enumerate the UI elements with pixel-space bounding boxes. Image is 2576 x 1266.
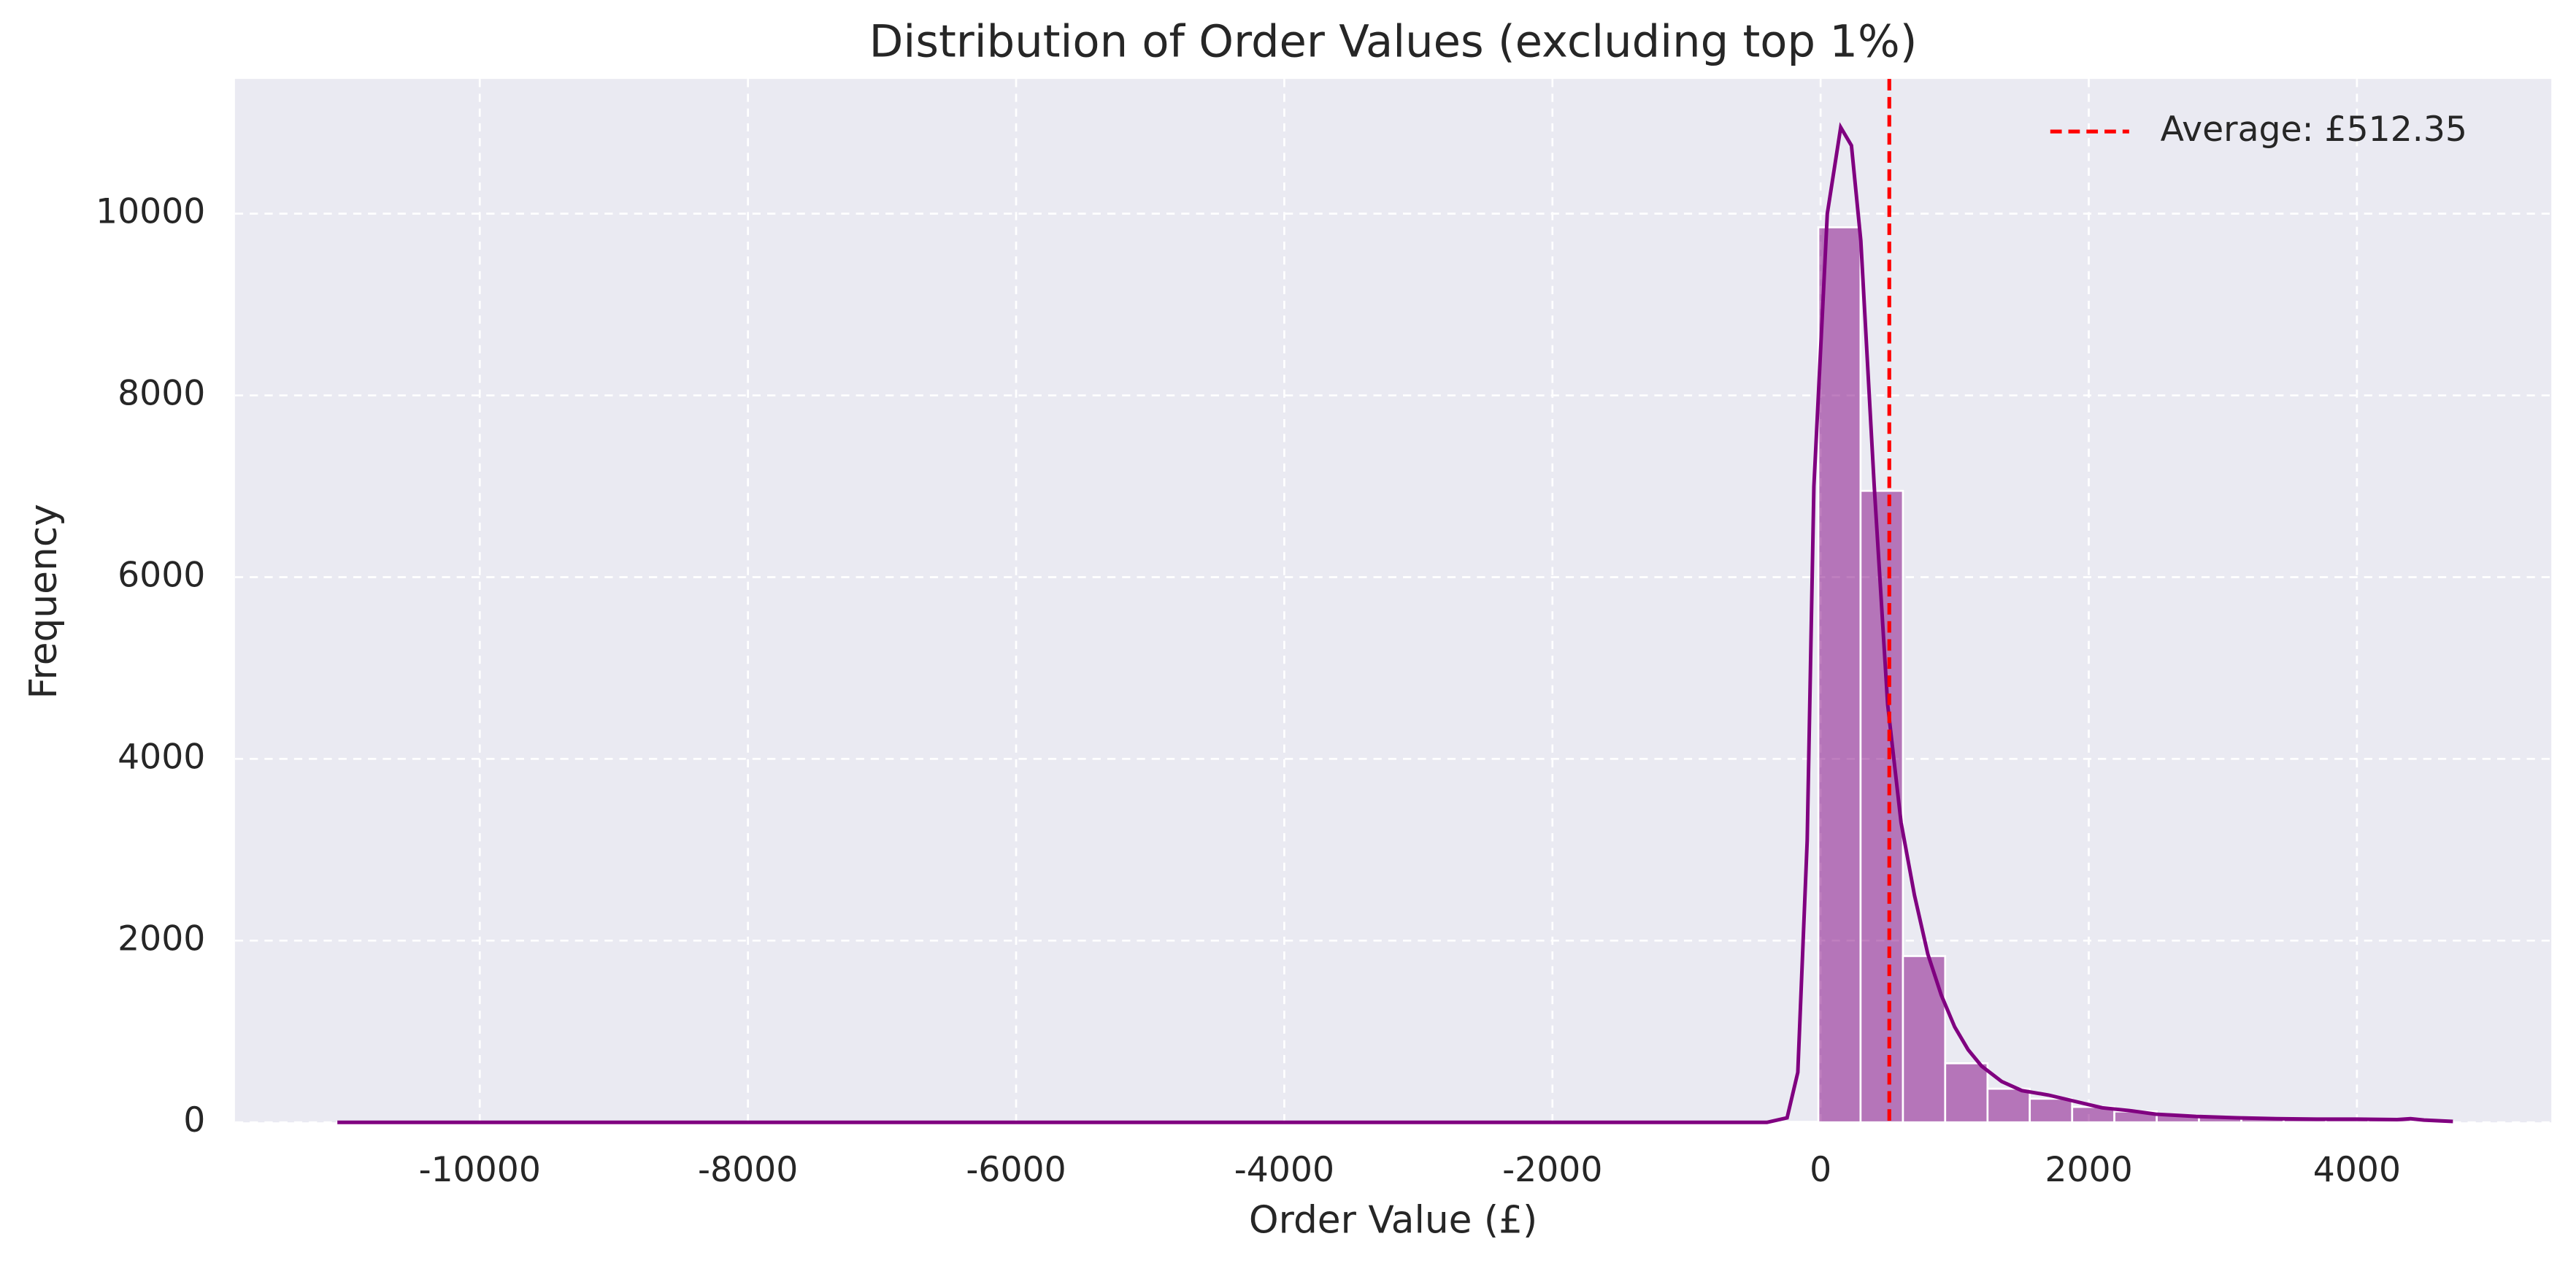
bars <box>336 226 2454 1124</box>
bar <box>1944 1062 1989 1124</box>
x-tick-label: -10000 <box>419 1150 541 1190</box>
bar <box>2029 1097 2074 1124</box>
bar <box>1902 955 1947 1124</box>
plot-area <box>234 79 2552 1123</box>
legend: Average: £512.35 <box>2050 110 2467 150</box>
overlay <box>337 79 2453 1124</box>
x-tick-label: -4000 <box>1234 1150 1334 1190</box>
y-tick-label: 2000 <box>118 918 205 959</box>
y-axis-label: Frequency <box>22 504 66 699</box>
kde-line <box>337 122 2453 1124</box>
bar <box>1775 1121 1820 1124</box>
x-tick-label: 0 <box>1810 1150 1831 1190</box>
bar <box>1986 1087 2031 1124</box>
legend-label: Average: £512.35 <box>2161 110 2467 150</box>
x-tick-label: 4000 <box>2313 1150 2401 1190</box>
x-tick-label: -8000 <box>698 1150 798 1190</box>
x-tick-label: 2000 <box>2045 1150 2132 1190</box>
bar <box>1817 226 1862 1124</box>
y-tick-label: 4000 <box>118 737 205 777</box>
y-tick-label: 8000 <box>118 374 205 414</box>
chart-title: Distribution of Order Values (excluding … <box>869 16 1918 67</box>
y-tick-label: 10000 <box>96 192 205 232</box>
y-tick-label: 6000 <box>118 555 205 595</box>
x-axis-label: Order Value (£) <box>1249 1199 1537 1243</box>
x-tick-label: -6000 <box>966 1150 1066 1190</box>
y-tick-label: 0 <box>183 1100 205 1140</box>
x-tick-label: -2000 <box>1502 1150 1602 1190</box>
